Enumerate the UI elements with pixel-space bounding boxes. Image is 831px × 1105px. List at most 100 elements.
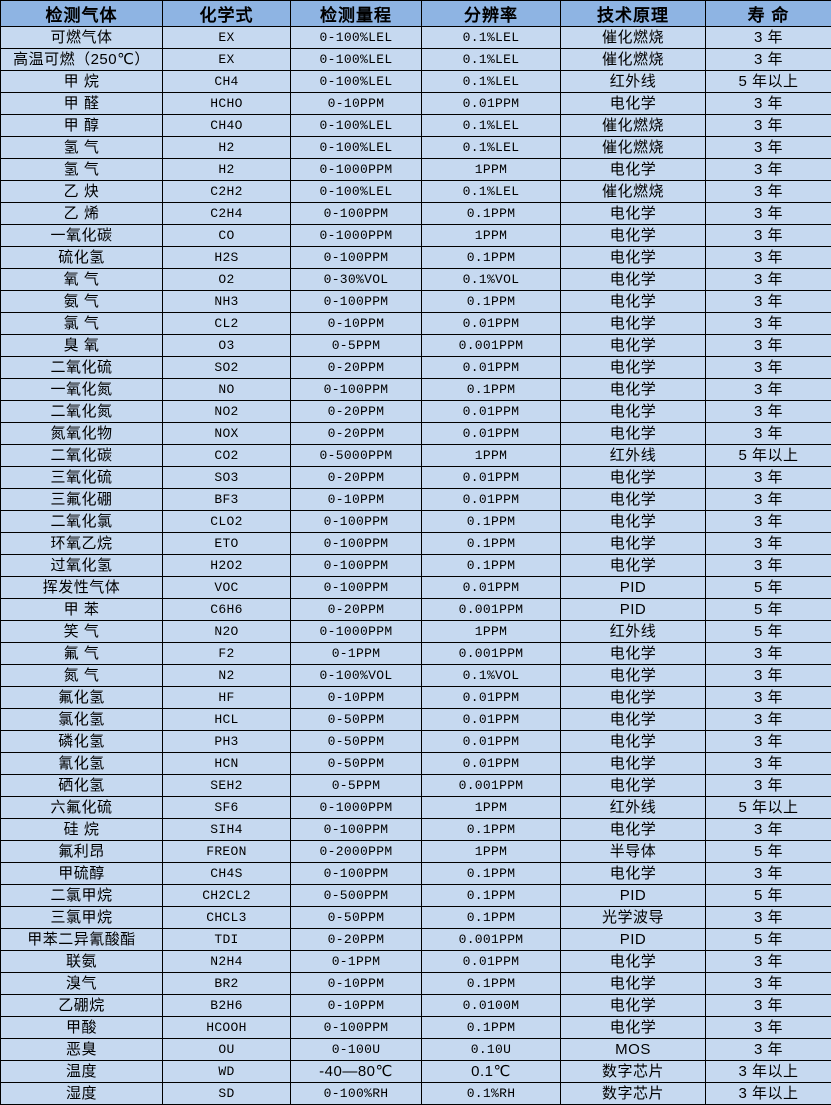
cell-r41-c4: PID	[561, 929, 706, 951]
cell-r31-c2: 0-50PPM	[291, 709, 422, 731]
cell-r16-c4: 电化学	[561, 379, 706, 401]
cell-r13-c3: 0.01PPM	[422, 313, 561, 335]
cell-r7-c3: 0.1%LEL	[422, 181, 561, 203]
cell-r1-c3: 0.1%LEL	[422, 49, 561, 71]
cell-r39-c0: 二氯甲烷	[1, 885, 163, 907]
cell-r23-c0: 环氧乙烷	[1, 533, 163, 555]
cell-r6-c0: 氢 气	[1, 159, 163, 181]
cell-r34-c3: 0.001PPM	[422, 775, 561, 797]
cell-r9-c0: 一氧化碳	[1, 225, 163, 247]
cell-r33-c4: 电化学	[561, 753, 706, 775]
cell-r14-c3: 0.001PPM	[422, 335, 561, 357]
cell-r17-c0: 二氧化氮	[1, 401, 163, 423]
cell-r40-c5: 3 年	[706, 907, 831, 929]
column-header-2: 检测量程	[291, 1, 422, 27]
cell-r17-c4: 电化学	[561, 401, 706, 423]
cell-r20-c4: 电化学	[561, 467, 706, 489]
cell-r26-c1: C6H6	[163, 599, 291, 621]
cell-r14-c5: 3 年	[706, 335, 831, 357]
cell-r2-c1: CH4	[163, 71, 291, 93]
cell-r31-c3: 0.01PPM	[422, 709, 561, 731]
cell-r12-c5: 3 年	[706, 291, 831, 313]
cell-r2-c4: 红外线	[561, 71, 706, 93]
cell-r40-c3: 0.1PPM	[422, 907, 561, 929]
cell-r13-c5: 3 年	[706, 313, 831, 335]
cell-r35-c1: SF6	[163, 797, 291, 819]
cell-r25-c5: 5 年	[706, 577, 831, 599]
cell-r25-c0: 挥发性气体	[1, 577, 163, 599]
cell-r36-c0: 硅 烷	[1, 819, 163, 841]
cell-r21-c1: BF3	[163, 489, 291, 511]
cell-r0-c5: 3 年	[706, 27, 831, 49]
cell-r11-c0: 氧 气	[1, 269, 163, 291]
cell-r2-c0: 甲 烷	[1, 71, 163, 93]
cell-r15-c2: 0-20PPM	[291, 357, 422, 379]
cell-r47-c0: 温度	[1, 1061, 163, 1083]
column-header-4: 技术原理	[561, 1, 706, 27]
cell-r23-c3: 0.1PPM	[422, 533, 561, 555]
cell-r7-c2: 0-100%LEL	[291, 181, 422, 203]
cell-r39-c3: 0.1PPM	[422, 885, 561, 907]
cell-r8-c4: 电化学	[561, 203, 706, 225]
cell-r43-c2: 0-10PPM	[291, 973, 422, 995]
cell-r13-c4: 电化学	[561, 313, 706, 335]
cell-r16-c2: 0-100PPM	[291, 379, 422, 401]
cell-r11-c1: O2	[163, 269, 291, 291]
cell-r3-c4: 电化学	[561, 93, 706, 115]
cell-r36-c5: 3 年	[706, 819, 831, 841]
cell-r6-c4: 电化学	[561, 159, 706, 181]
cell-r21-c4: 电化学	[561, 489, 706, 511]
cell-r48-c2: 0-100%RH	[291, 1083, 422, 1105]
cell-r39-c5: 5 年	[706, 885, 831, 907]
cell-r5-c4: 催化燃烧	[561, 137, 706, 159]
cell-r6-c2: 0-1000PPM	[291, 159, 422, 181]
cell-r27-c4: 红外线	[561, 621, 706, 643]
cell-r24-c4: 电化学	[561, 555, 706, 577]
cell-r31-c1: HCL	[163, 709, 291, 731]
cell-r30-c3: 0.01PPM	[422, 687, 561, 709]
cell-r12-c1: NH3	[163, 291, 291, 313]
cell-r18-c3: 0.01PPM	[422, 423, 561, 445]
cell-r29-c1: N2	[163, 665, 291, 687]
cell-r11-c5: 3 年	[706, 269, 831, 291]
cell-r3-c3: 0.01PPM	[422, 93, 561, 115]
cell-r4-c4: 催化燃烧	[561, 115, 706, 137]
cell-r28-c3: 0.001PPM	[422, 643, 561, 665]
cell-r16-c0: 一氧化氮	[1, 379, 163, 401]
cell-r5-c2: 0-100%LEL	[291, 137, 422, 159]
cell-r23-c4: 电化学	[561, 533, 706, 555]
cell-r41-c3: 0.001PPM	[422, 929, 561, 951]
cell-r13-c2: 0-10PPM	[291, 313, 422, 335]
cell-r22-c2: 0-100PPM	[291, 511, 422, 533]
cell-r38-c4: 电化学	[561, 863, 706, 885]
cell-r4-c0: 甲 醇	[1, 115, 163, 137]
cell-r13-c1: CL2	[163, 313, 291, 335]
cell-r1-c1: EX	[163, 49, 291, 71]
cell-r18-c2: 0-20PPM	[291, 423, 422, 445]
column-header-0: 检测气体	[1, 1, 163, 27]
cell-r33-c0: 氰化氢	[1, 753, 163, 775]
cell-r25-c2: 0-100PPM	[291, 577, 422, 599]
cell-r20-c0: 三氧化硫	[1, 467, 163, 489]
cell-r32-c3: 0.01PPM	[422, 731, 561, 753]
cell-r37-c2: 0-2000PPM	[291, 841, 422, 863]
cell-r7-c5: 3 年	[706, 181, 831, 203]
cell-r9-c1: CO	[163, 225, 291, 247]
cell-r43-c5: 3 年	[706, 973, 831, 995]
cell-r39-c2: 0-500PPM	[291, 885, 422, 907]
cell-r20-c2: 0-20PPM	[291, 467, 422, 489]
